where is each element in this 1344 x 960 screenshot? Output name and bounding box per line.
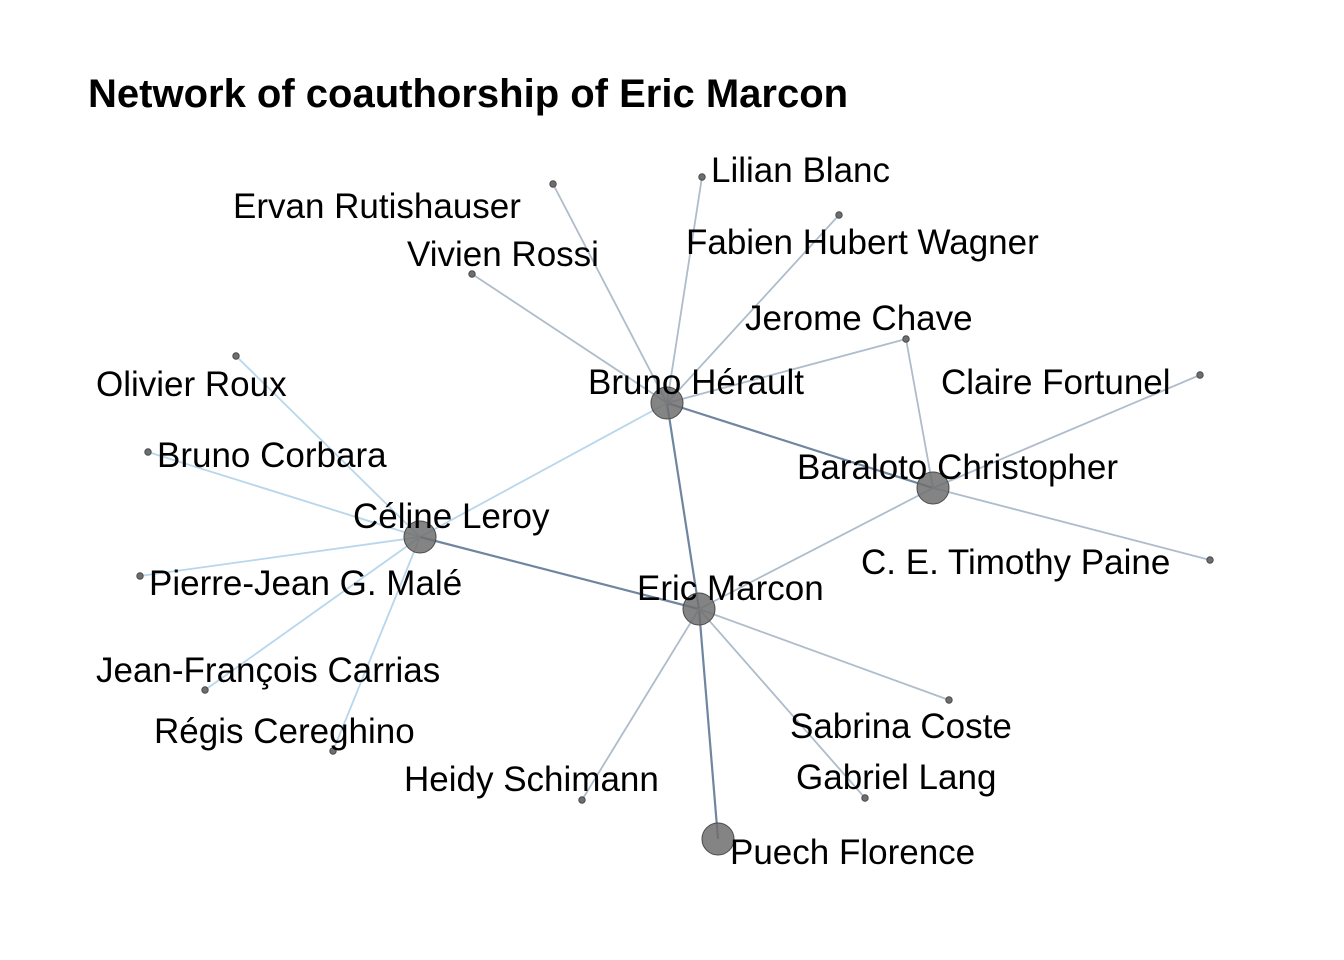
- edge-baraloto-claire: [932, 374, 1201, 489]
- node-label-lilian_blanc: Lilian Blanc: [711, 151, 890, 190]
- node-label-olivier: Olivier Roux: [96, 365, 287, 404]
- edge-eric_marcon-puech: [697, 608, 720, 840]
- node-cereghino: [329, 747, 337, 755]
- edge-baraloto-paine: [932, 487, 1211, 561]
- edge-celine_leroy-olivier: [235, 355, 421, 538]
- node-label-claire: Claire Fortunel: [941, 363, 1171, 402]
- node-label-celine_leroy: Céline Leroy: [353, 497, 550, 536]
- edge-bruno_herault-baraloto: [666, 401, 934, 490]
- node-layer: [136, 173, 1214, 856]
- edge-eric_marcon-schimann: [581, 608, 700, 801]
- node-label-fabien: Fabien Hubert Wagner: [686, 223, 1039, 262]
- edge-bruno_herault-celine_leroy: [419, 402, 668, 538]
- edge-bruno_herault-lilian_blanc: [666, 176, 703, 404]
- node-label-cereghino: Régis Cereghino: [154, 712, 415, 751]
- node-label-ervan: Ervan Rutishauser: [233, 187, 521, 226]
- edge-bruno_herault-eric_marcon: [665, 402, 701, 610]
- edge-celine_leroy-carrias: [204, 536, 421, 691]
- edge-eric_marcon-coste: [698, 608, 950, 701]
- node-claire: [1196, 371, 1204, 379]
- node-label-baraloto: Baraloto Christopher: [797, 448, 1118, 487]
- edge-celine_leroy-cereghino: [332, 536, 421, 752]
- edge-bruno_herault-fabien: [666, 214, 840, 404]
- node-coste: [945, 696, 953, 704]
- node-celine_leroy: [403, 520, 437, 554]
- node-label-jerome: Jerome Chave: [745, 299, 973, 338]
- node-label-bruno_herault: Bruno Hérault: [588, 363, 804, 402]
- node-baraloto: [916, 471, 950, 505]
- node-label-coste: Sabrina Coste: [790, 707, 1012, 746]
- node-label-vivien: Vivien Rossi: [407, 235, 599, 274]
- edge-bruno_herault-vivien: [471, 273, 668, 404]
- node-carrias: [201, 686, 209, 694]
- edge-jerome-baraloto: [905, 338, 934, 489]
- node-label-schimann: Heidy Schimann: [404, 760, 659, 799]
- node-vivien: [468, 270, 476, 278]
- node-paine: [1206, 556, 1214, 564]
- node-label-paine: C. E. Timothy Paine: [861, 543, 1170, 582]
- node-eric_marcon: [682, 592, 716, 626]
- node-lilian_blanc: [698, 173, 706, 181]
- node-jerome: [902, 335, 910, 343]
- node-ervan: [549, 180, 557, 188]
- node-puech: [701, 822, 735, 856]
- edge-layer: [139, 176, 1211, 840]
- edge-eric_marcon-lang: [698, 608, 866, 799]
- edge-bruno_herault-ervan: [552, 183, 668, 404]
- node-label-eric_marcon: Eric Marcon: [637, 569, 824, 608]
- node-lang: [861, 794, 869, 802]
- edge-celine_leroy-corbara: [147, 451, 421, 538]
- node-bruno_herault: [650, 386, 684, 420]
- node-schimann: [578, 796, 586, 804]
- node-label-male: Pierre-Jean G. Malé: [149, 564, 462, 603]
- chart-title: Network of coauthorship of Eric Marcon: [88, 72, 849, 116]
- node-label-corbara: Bruno Corbara: [157, 436, 387, 475]
- node-fabien: [835, 211, 843, 219]
- edge-bruno_herault-jerome: [666, 338, 907, 404]
- edge-baraloto-eric_marcon: [698, 487, 934, 610]
- node-label-lang: Gabriel Lang: [796, 758, 996, 797]
- edge-celine_leroy-eric_marcon: [419, 535, 700, 611]
- node-male: [136, 572, 144, 580]
- node-label-carrias: Jean-François Carrias: [96, 651, 440, 690]
- node-label-puech: Puech Florence: [730, 833, 975, 872]
- node-olivier: [232, 352, 240, 360]
- node-corbara: [144, 448, 152, 456]
- edge-celine_leroy-male: [139, 536, 421, 577]
- label-layer: Bruno Hérault Eric Marcon Céline Leroy Bara…: [96, 151, 1171, 872]
